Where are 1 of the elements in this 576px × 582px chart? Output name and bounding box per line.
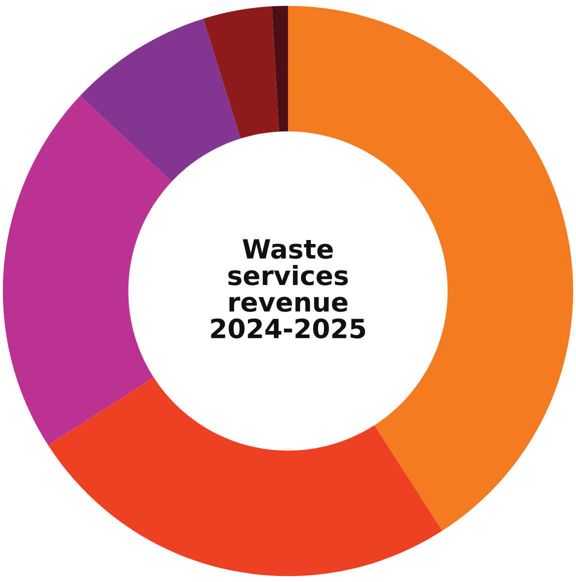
text: Waste services revenue 2024-2025 — [211, 239, 366, 338]
